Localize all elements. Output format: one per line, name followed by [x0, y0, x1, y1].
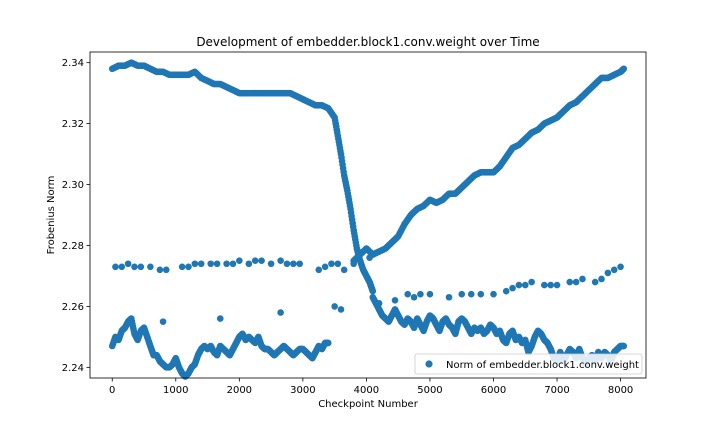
scatter-point-sparse — [566, 278, 574, 286]
scatter-point-sparse — [356, 257, 364, 265]
scatter-point-sparse — [296, 260, 303, 268]
scatter-point-sparse — [426, 290, 434, 298]
scatter-point-outlier — [337, 306, 345, 313]
scatter-point-sparse — [509, 284, 516, 292]
scatter-point-sparse — [290, 260, 297, 268]
plot-frame — [89, 51, 647, 379]
scatter-point-sparse — [334, 260, 342, 268]
legend: Norm of embedder.block1.conv.weight — [414, 353, 643, 375]
x-axis-label: Checkpoint Number — [318, 399, 419, 410]
scatter-point-sparse — [258, 257, 265, 265]
scatter-point-sparse — [477, 290, 485, 298]
scatter-point-sparse — [417, 290, 424, 298]
scatter-point-outlier — [277, 309, 284, 316]
x-tick-label: 6000 — [481, 385, 506, 396]
scatter-point-sparse — [410, 293, 418, 301]
scatter-point-sparse — [528, 278, 535, 286]
y-axis-label: Frobenius Norm — [46, 176, 57, 255]
scatter-point-sparse — [617, 263, 624, 271]
scatter-point-sparse — [340, 266, 348, 274]
scatter-point-sparse — [547, 281, 554, 289]
x-tick-label: 5000 — [417, 385, 442, 396]
scatter-point-sparse — [191, 260, 199, 268]
scatter-point-sparse — [131, 263, 138, 271]
scatter-point-sparse — [366, 254, 373, 261]
scatter-point-rising — [620, 65, 628, 73]
scatter-point-sparse — [375, 300, 383, 307]
scatter-point-sparse — [541, 281, 548, 289]
scatter-point-sparse — [467, 290, 475, 298]
scatter-point-sparse — [185, 263, 192, 271]
scatter-point-sparse — [579, 275, 586, 283]
scatter-point-sparse — [156, 266, 164, 274]
scatter-point-sparse — [223, 260, 230, 268]
scatter-point-sparse — [490, 290, 497, 298]
scatter-point-outlier — [159, 318, 167, 325]
scatter-point-sparse — [213, 260, 221, 268]
legend-marker — [425, 360, 433, 368]
x-tick-label: 7000 — [544, 385, 569, 396]
scatter-point-sparse — [245, 260, 253, 268]
scatter-point-sparse — [553, 281, 561, 289]
scatter-point-sparse — [124, 260, 132, 268]
scatter-point-sparse — [321, 263, 329, 271]
x-tick-label: 0 — [109, 385, 115, 396]
x-axis-ticks: 0 1000 2000 3000 4000 5000 6000 7000 8000 — [109, 378, 633, 396]
scatter-point-falling — [620, 342, 628, 350]
y-tick-label: 2.34 — [62, 58, 84, 69]
scatter-point-sparse — [283, 260, 291, 268]
y-tick-label: 2.28 — [62, 241, 84, 252]
scatter-point-sparse — [591, 278, 599, 286]
scatter-point-sparse — [197, 260, 205, 268]
scatter-point-sparse — [229, 260, 237, 268]
scatter-point-sparse — [315, 266, 323, 274]
y-tick-label: 2.32 — [62, 119, 84, 130]
scatter-point-sparse — [137, 263, 145, 271]
scatter-point-sparse — [572, 278, 580, 286]
legend-box — [414, 353, 643, 375]
scatter-point-sparse — [178, 263, 186, 271]
scatter-point-outlier — [216, 315, 224, 322]
y-tick-label: 2.24 — [62, 363, 84, 374]
legend-label: Norm of embedder.block1.conv.weight — [446, 360, 639, 371]
scatter-point-sparse — [251, 257, 259, 265]
scatter-point-sparse — [112, 263, 119, 271]
scatter-points — [108, 59, 628, 380]
y-axis-ticks: 2.24 2.26 2.28 2.30 2.32 2.34 — [62, 58, 90, 374]
scatter-point-sparse — [445, 293, 453, 301]
scatter-point-sparse — [610, 266, 618, 274]
scatter-point-sparse — [521, 281, 529, 289]
scatter-point-sparse — [515, 281, 523, 289]
scatter-point-sparse — [207, 260, 215, 268]
scatter-point-sparse — [277, 257, 284, 265]
scatter-point-sparse — [391, 297, 399, 304]
scatter-point-upper — [369, 287, 377, 295]
scatter-point-sparse — [162, 266, 170, 274]
x-tick-label: 8000 — [608, 385, 633, 396]
chart-title: Development of embedder.block1.conv.weig… — [196, 35, 539, 49]
scatter-point-sparse — [350, 260, 358, 268]
scatter-point-sparse — [404, 290, 412, 298]
y-tick-label: 2.26 — [62, 302, 84, 313]
scatter-point-sparse — [598, 275, 605, 283]
scatter-point-outlier — [331, 303, 338, 310]
scatter-point-sparse — [604, 269, 612, 277]
x-tick-label: 2000 — [227, 385, 252, 396]
scatter-point-sparse — [458, 290, 466, 298]
y-tick-label: 2.30 — [62, 180, 84, 191]
scatter-point-sparse — [118, 263, 126, 271]
scatter-point-sparse — [502, 287, 510, 295]
scatter-point-sparse — [267, 260, 275, 268]
x-tick-label: 3000 — [290, 385, 315, 396]
scatter-point-sparse — [147, 263, 154, 271]
x-tick-label: 4000 — [354, 385, 379, 396]
scatter-point-lower — [324, 339, 332, 347]
x-tick-label: 1000 — [163, 385, 188, 396]
scatter-point-sparse — [236, 257, 243, 265]
scatter-point-sparse — [328, 260, 335, 268]
